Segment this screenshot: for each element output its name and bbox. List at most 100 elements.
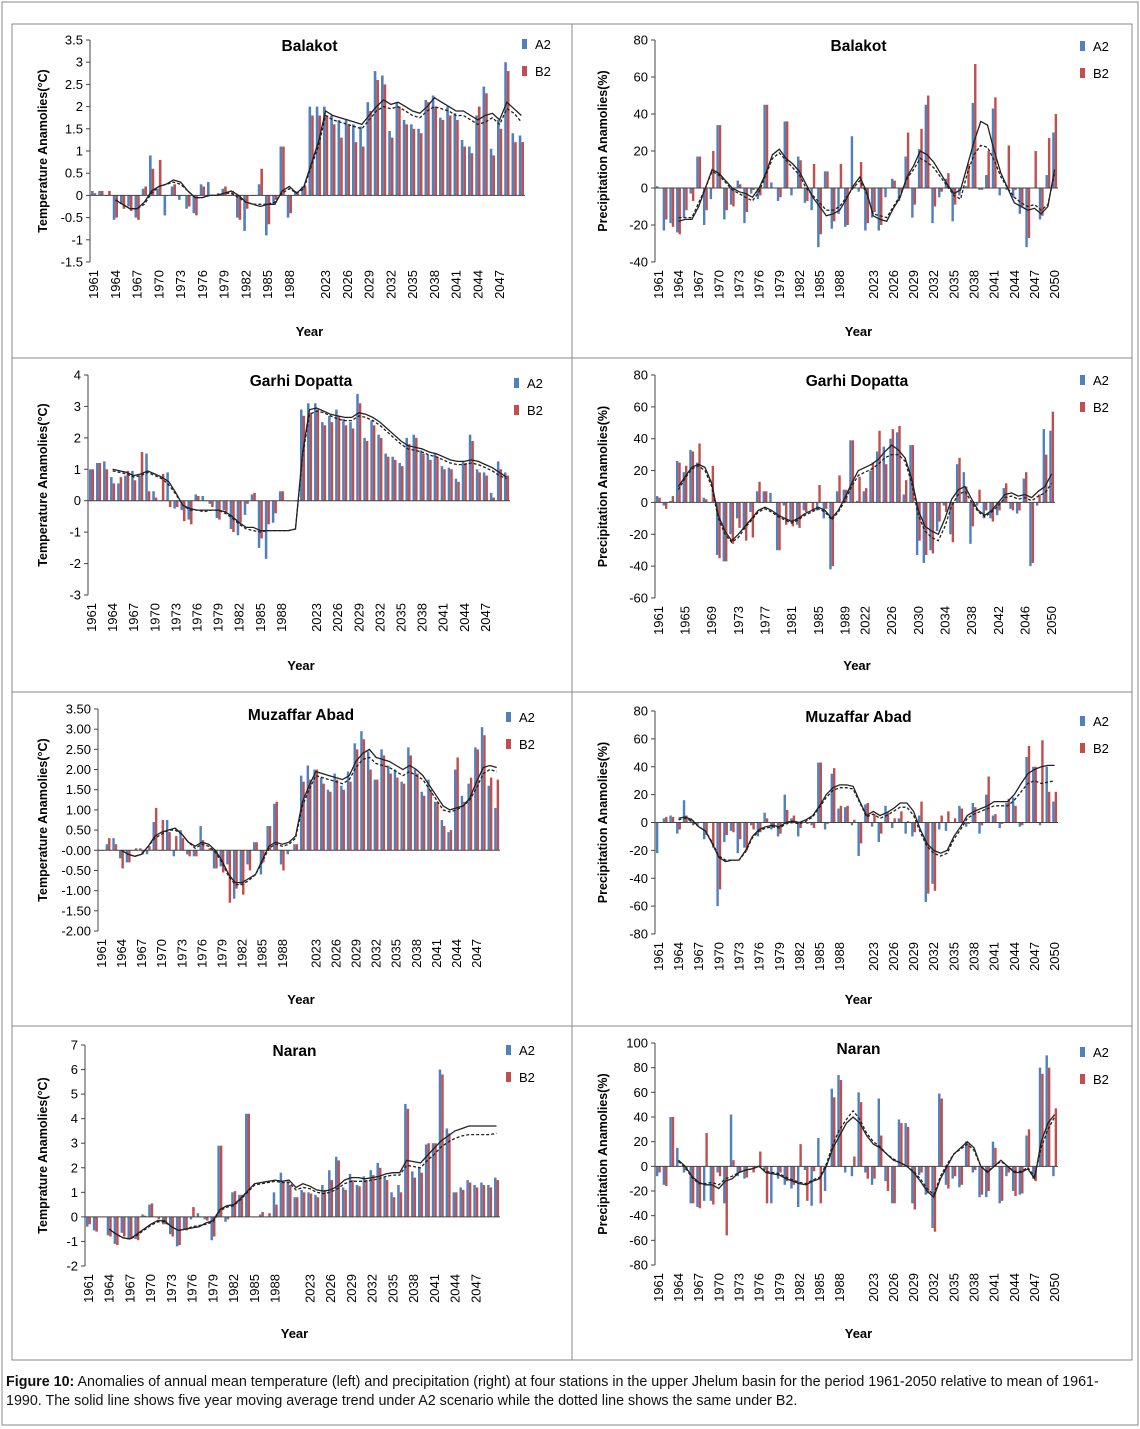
legend-label-a2: A2 bbox=[1093, 39, 1109, 54]
bar-a2 bbox=[127, 1216, 130, 1239]
bar-a2 bbox=[951, 1166, 954, 1179]
y-axis-label: Precipitation Anamolies(%) bbox=[596, 406, 610, 567]
x-tick-label: 2038 bbox=[964, 606, 979, 635]
y-tick-label: 2.50 bbox=[66, 742, 91, 757]
y-tick-label: -80 bbox=[629, 927, 648, 942]
bar-a2 bbox=[995, 502, 999, 516]
bar-b2 bbox=[832, 768, 836, 823]
chart-panel-0: -1.5 -1 -0.5 0 0.5 1 1.5 2 2.5 3 3.5 1961 1964 1967 19… bbox=[11, 23, 573, 359]
x-tick-label: 2032 bbox=[369, 939, 384, 968]
bar-b2 bbox=[419, 133, 423, 196]
bar-b2 bbox=[224, 186, 227, 196]
bar-b2 bbox=[416, 773, 419, 851]
bar-b2 bbox=[1031, 502, 1035, 563]
bar-a2 bbox=[1045, 175, 1048, 188]
bar-b2 bbox=[839, 163, 843, 188]
x-tick-label: 2050 bbox=[1047, 270, 1062, 299]
figure-caption: Figure 10: Anomalies of annual mean temp… bbox=[6, 1373, 1131, 1411]
y-tick-label: -60 bbox=[629, 899, 648, 914]
x-tick-label: 2023 bbox=[866, 1273, 881, 1302]
bar-a2 bbox=[849, 440, 852, 503]
bar-a2 bbox=[344, 119, 348, 196]
bar-a2 bbox=[790, 1166, 793, 1189]
legend-label-a2: A2 bbox=[1093, 1045, 1109, 1060]
bar-a2 bbox=[696, 156, 699, 188]
y-axis-label: Precipitation Anamolies(%) bbox=[596, 70, 610, 231]
bar-b2 bbox=[985, 502, 988, 511]
bar-a2 bbox=[1011, 1166, 1015, 1191]
bar-a2 bbox=[1018, 822, 1022, 827]
bar-b2 bbox=[335, 779, 339, 851]
bar-b2 bbox=[873, 814, 876, 823]
bar-a2 bbox=[877, 188, 881, 231]
bar-a2 bbox=[723, 1166, 726, 1204]
bar-b2 bbox=[372, 425, 376, 501]
bar-a2 bbox=[366, 751, 370, 851]
bar-b2 bbox=[448, 1133, 451, 1217]
bar-a2 bbox=[783, 121, 786, 188]
bar-b2 bbox=[991, 502, 995, 522]
bar-b2 bbox=[400, 466, 404, 501]
y-tick-label: 0 bbox=[641, 181, 648, 196]
bar-a2 bbox=[723, 822, 726, 843]
y-tick-label: 60 bbox=[634, 70, 648, 85]
bar-a2 bbox=[480, 1182, 483, 1217]
bar-b2 bbox=[161, 474, 165, 501]
bar-b2 bbox=[470, 153, 474, 196]
bar-b2 bbox=[1054, 1108, 1058, 1167]
y-tick-label: 1 bbox=[71, 1185, 78, 1200]
bar-a2 bbox=[1038, 188, 1042, 220]
x-tick-label: 1973 bbox=[173, 270, 188, 299]
bar-b2 bbox=[408, 444, 411, 501]
bar-b2 bbox=[489, 777, 493, 851]
x-axis-label: Year bbox=[287, 658, 314, 673]
bar-b2 bbox=[302, 781, 305, 851]
bar-b2 bbox=[393, 459, 397, 501]
bar-b2 bbox=[88, 1216, 91, 1225]
bar-a2 bbox=[662, 1166, 666, 1185]
bar-a2 bbox=[776, 1166, 780, 1179]
x-tick-label: 2042 bbox=[991, 606, 1006, 635]
chart-title: Naran bbox=[837, 1041, 881, 1058]
bar-a2 bbox=[445, 1128, 449, 1217]
trend-line-b2 bbox=[112, 410, 507, 533]
bar-a2 bbox=[381, 75, 384, 196]
bar-a2 bbox=[1052, 1166, 1055, 1177]
bar-b2 bbox=[456, 119, 459, 196]
bar-b2 bbox=[260, 168, 263, 196]
bar-a2 bbox=[333, 773, 336, 851]
bar-a2 bbox=[346, 771, 350, 851]
bar-b2 bbox=[246, 500, 249, 504]
bar-b2 bbox=[242, 850, 245, 895]
bar-a2 bbox=[835, 491, 839, 503]
bar-b2 bbox=[1011, 502, 1015, 511]
bar-b2 bbox=[91, 469, 95, 501]
panel-border bbox=[571, 691, 1133, 1027]
bar-a2 bbox=[178, 195, 181, 200]
bar-a2 bbox=[404, 1103, 407, 1217]
bar-b2 bbox=[799, 822, 802, 829]
y-tick-label: 7 bbox=[71, 1038, 78, 1053]
bar-b2 bbox=[732, 1160, 735, 1167]
bar-a2 bbox=[924, 104, 928, 188]
bar-b2 bbox=[940, 188, 943, 192]
bar-a2 bbox=[279, 850, 283, 865]
bar-a2 bbox=[199, 826, 202, 851]
bar-a2 bbox=[830, 1088, 833, 1167]
bar-b2 bbox=[752, 188, 755, 190]
x-axis-label: Year bbox=[843, 658, 870, 673]
bar-a2 bbox=[208, 500, 212, 504]
bar-a2 bbox=[196, 1213, 200, 1217]
bar-b2 bbox=[812, 822, 816, 829]
bar-a2 bbox=[420, 791, 423, 851]
bar-b2 bbox=[499, 469, 502, 501]
bar-a2 bbox=[294, 190, 297, 196]
bar-b2 bbox=[161, 820, 165, 851]
bar-a2 bbox=[985, 794, 988, 823]
bar-a2 bbox=[655, 186, 659, 188]
bar-a2 bbox=[1049, 430, 1052, 503]
legend-swatch-a2 bbox=[1080, 41, 1085, 51]
bar-b2 bbox=[189, 500, 193, 525]
bar-b2 bbox=[1021, 822, 1024, 826]
bar-b2 bbox=[918, 502, 921, 541]
